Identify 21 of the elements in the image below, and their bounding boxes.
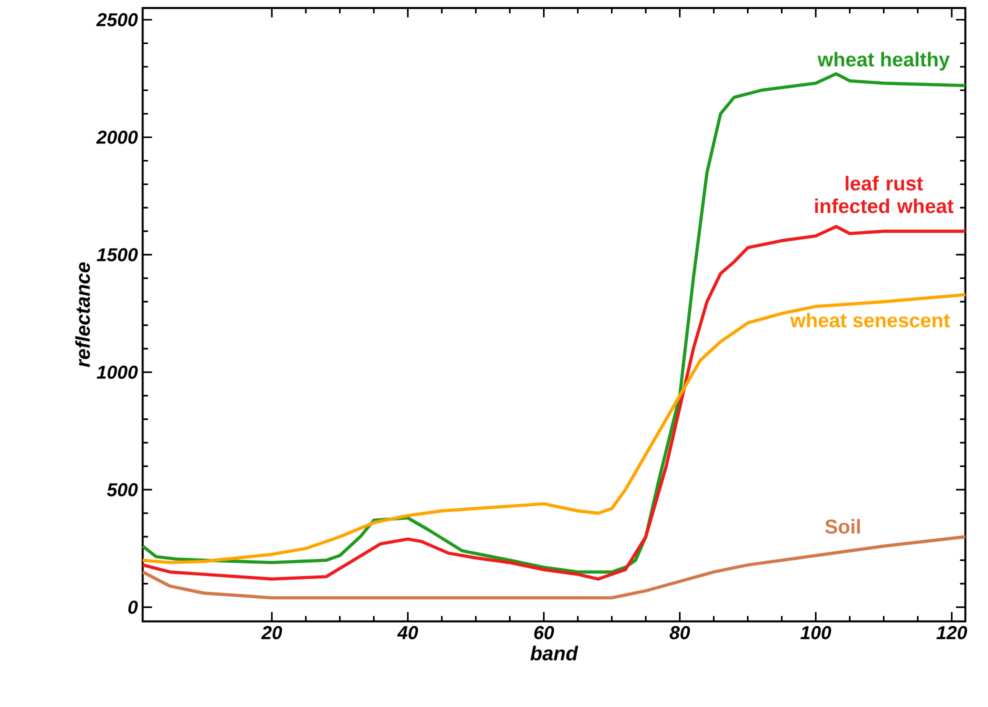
x-axis-title: band [530,646,578,661]
line-series [141,225,967,581]
series-label: wheat senescent [790,312,950,328]
line-series [141,72,967,574]
series-label: leaf rust infected wheat [815,176,954,214]
series-label: Soil [825,519,860,534]
series-label: wheat healthy [818,52,950,71]
x-tick-label: 40 [397,626,418,640]
y-tick-label: 1000 [96,366,138,380]
y-tick-label: 1500 [96,248,138,262]
x-tick-label: 80 [670,626,690,640]
x-tick-label: 100 [800,626,832,640]
y-tick-label: 0 [128,600,138,614]
y-tick-label: 500 [107,483,138,497]
line-series [141,293,967,564]
y-tick-label: 2000 [96,130,138,144]
y-tick-label: 2500 [96,13,138,27]
x-tick-label: 120 [936,626,968,640]
y-axis-title: reflectance [75,262,90,368]
x-tick-label: 60 [534,626,554,640]
x-tick-label: 20 [261,626,282,640]
